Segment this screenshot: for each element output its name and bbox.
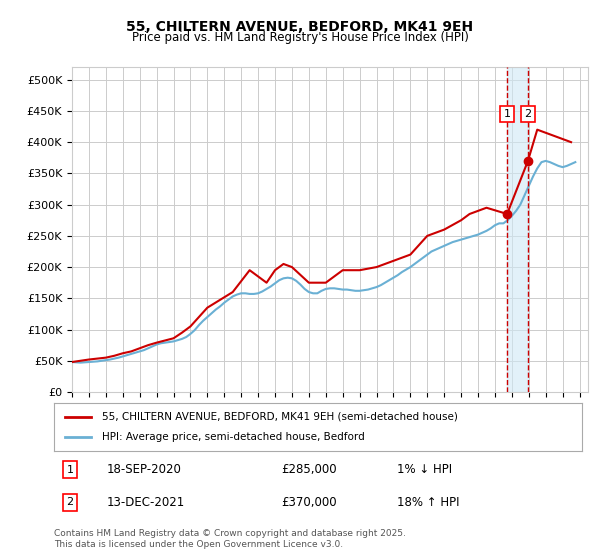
Text: 55, CHILTERN AVENUE, BEDFORD, MK41 9EH (semi-detached house): 55, CHILTERN AVENUE, BEDFORD, MK41 9EH (… <box>101 412 457 422</box>
Text: Contains HM Land Registry data © Crown copyright and database right 2025.
This d: Contains HM Land Registry data © Crown c… <box>54 529 406 549</box>
Bar <box>507 67 528 392</box>
Text: £285,000: £285,000 <box>281 463 337 476</box>
Text: 2: 2 <box>524 109 532 119</box>
Text: 18% ↑ HPI: 18% ↑ HPI <box>397 496 460 509</box>
Text: Price paid vs. HM Land Registry's House Price Index (HPI): Price paid vs. HM Land Registry's House … <box>131 31 469 44</box>
Text: 2: 2 <box>66 497 73 507</box>
Text: £370,000: £370,000 <box>281 496 337 509</box>
Text: HPI: Average price, semi-detached house, Bedford: HPI: Average price, semi-detached house,… <box>101 432 364 442</box>
Text: 1: 1 <box>67 465 73 475</box>
Text: 18-SEP-2020: 18-SEP-2020 <box>107 463 182 476</box>
Text: 13-DEC-2021: 13-DEC-2021 <box>107 496 185 509</box>
Text: 55, CHILTERN AVENUE, BEDFORD, MK41 9EH: 55, CHILTERN AVENUE, BEDFORD, MK41 9EH <box>127 20 473 34</box>
Text: 1% ↓ HPI: 1% ↓ HPI <box>397 463 452 476</box>
Text: 1: 1 <box>503 109 511 119</box>
